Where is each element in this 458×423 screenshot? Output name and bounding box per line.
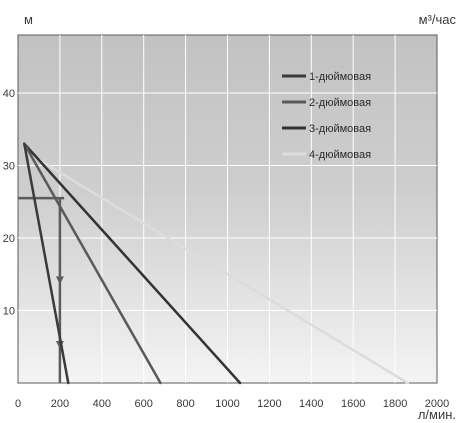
series-lines [23, 142, 409, 385]
series-line-4 [23, 149, 409, 385]
y-tick-label: 10 [3, 306, 15, 318]
x-tick-label: 1200 [257, 398, 281, 410]
legend-entry: 2-дюймовая [309, 97, 371, 109]
x-tick-label: 200 [51, 398, 69, 410]
legend-entry: 4-дюймовая [309, 149, 371, 161]
x-tick-label: 1000 [215, 398, 239, 410]
y-tick-label: 30 [3, 161, 15, 173]
legend: 1-дюймовая 2-дюймовая 3-дюймовая 4-дюймовая [282, 71, 371, 161]
x-tick-label: 0 [15, 398, 21, 410]
x-tick-labels: 0 200 400 600 800 1000 1200 1400 1600 1800 2000 [15, 398, 449, 410]
annotation-arrow [55, 276, 64, 285]
legend-entry: 1-дюймовая [309, 71, 371, 83]
x-tick-label: 1600 [341, 398, 365, 410]
x-tick-label: 600 [135, 398, 153, 410]
y-tick-labels: 10 20 30 40 [3, 88, 15, 318]
series-line-3 [23, 142, 242, 385]
legend-entry: 3-дюймовая [309, 123, 371, 135]
x-tick-label: 400 [93, 398, 111, 410]
x-tick-label: 800 [176, 398, 194, 410]
y-tick-label: 40 [3, 88, 15, 100]
series-line-1 [23, 142, 70, 385]
y2-axis-unit-label: м³/час [419, 12, 457, 27]
x-tick-label: 2000 [425, 398, 449, 410]
y-axis-unit-label: м [24, 12, 33, 27]
y-tick-label: 20 [3, 233, 15, 245]
x-tick-label: 1400 [299, 398, 323, 410]
x-axis-unit-label: л/мин. [418, 407, 456, 422]
series-line-2 [23, 142, 162, 385]
x-tick-label: 1800 [383, 398, 407, 410]
